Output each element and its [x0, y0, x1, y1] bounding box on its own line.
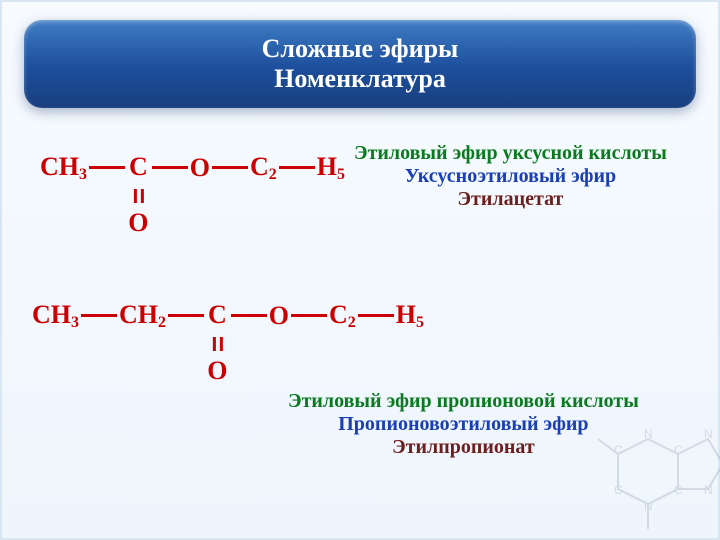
svg-text:N: N	[644, 499, 653, 513]
compound2-name-systematic: Этиловый эфир пропионовой кислоты	[288, 390, 639, 413]
svg-text:N: N	[704, 483, 713, 497]
slide-title: Сложные эфиры Номенклатура	[262, 34, 459, 94]
svg-text:N: N	[644, 427, 653, 441]
svg-text:C: C	[614, 483, 623, 497]
molecule-icon: N C C C C N N N	[578, 414, 720, 540]
svg-text:C: C	[674, 443, 683, 457]
compound1-names: Этиловый эфир уксусной кислоты Уксусноэт…	[354, 142, 667, 211]
title-line-2: Номенклатура	[274, 64, 446, 93]
compound1-name-iupac: Этилацетат	[354, 188, 667, 211]
compound1-name-trivial: Уксусноэтиловый эфир	[354, 165, 667, 188]
svg-text:C: C	[614, 443, 623, 457]
slide-header: Сложные эфиры Номенклатура	[24, 20, 696, 108]
slide: { "header": { "title_line1": "Сложные эф…	[0, 0, 720, 540]
compound2-formula: CH3CH2COOC2H5	[32, 298, 424, 332]
title-line-1: Сложные эфиры	[262, 34, 459, 63]
svg-text:C: C	[674, 483, 683, 497]
compound1-formula: CH3COOC2H5	[40, 150, 345, 184]
compound1-name-systematic: Этиловый эфир уксусной кислоты	[354, 142, 667, 165]
svg-text:N: N	[704, 427, 713, 441]
